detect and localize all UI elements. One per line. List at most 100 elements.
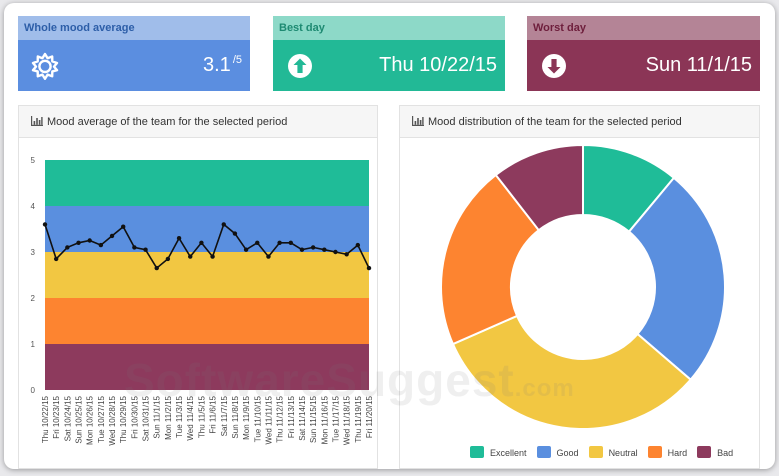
mood-average-point [366,265,372,271]
x-tick-label: Wed 11/18/15 [343,395,352,445]
x-tick-label: Thu 10/22/15 [41,395,50,443]
mood-average-point [42,222,48,227]
mood-distribution-panel-title: Mood distribution of the team for the se… [428,116,682,128]
mood-average-point [199,240,204,245]
mood-average-point [333,249,338,255]
kpi-average-card: Whole mood average 3.1/5 [18,16,250,91]
y-tick-label: 4 [31,202,36,211]
x-tick-label: Mon 11/9/15 [242,395,251,439]
kpi-best-body: Thu 10/22/15 [273,40,505,91]
y-tick-label: 2 [31,294,36,303]
mood-average-point [243,247,249,252]
mood-band-2 [45,252,369,298]
x-tick-label: Thu 11/12/15 [276,395,285,442]
x-tick-label: Fri 11/13/15 [287,395,296,438]
mood-average-point [277,240,282,245]
arrow-up-circle-icon [288,54,312,78]
mood-average-point [310,245,316,250]
x-tick-label: Wed 10/28/15 [108,395,117,445]
mood-average-point [322,247,327,252]
x-tick-label: Sun 11/15/15 [309,395,318,443]
mood-average-point [98,242,104,248]
legend-swatch [697,446,712,458]
mood-average-point [299,247,305,252]
mood-average-point [188,254,193,259]
mood-average-point [165,256,171,262]
mood-average-point [143,247,148,252]
mood-average-point [266,254,271,259]
x-tick-label: Tue 11/17/15 [331,395,340,442]
donut-slice-bad[interactable] [494,143,584,232]
x-tick-label: Sun 11/1/15 [153,395,162,438]
mood-average-line-chart: 0 1 2 3 4 5 Thu 10/22/15 Fri 10/23/15 Sat 10/24/… [31,156,374,446]
x-tick-label: Fri 11/20/15 [365,395,374,438]
mood-average-point [355,242,361,248]
mood-average-point [76,240,81,245]
y-tick-label: 0 [31,386,36,395]
legend-item-excellent[interactable]: Excellent [470,446,527,458]
mood-band-1 [45,206,369,252]
x-tick-label: Sun 10/25/15 [75,395,84,443]
kpi-average-value: 3.1/5 [203,54,242,77]
mood-average-panel-title: Mood average of the team for the selecte… [47,116,288,128]
y-tick-label: 3 [31,248,36,257]
mood-distribution-panel-header: Mood distribution of the team for the se… [400,106,759,138]
mood-distribution-donut-chart [440,143,726,430]
x-tick-label: Mon 11/2/15 [164,395,173,439]
mood-distribution-panel: Mood distribution of the team for the se… [399,105,760,469]
donut-slice-neutral[interactable] [451,314,693,430]
donut-legend: Excellent Good Neutral Hard Bad [470,446,743,458]
mood-average-point [109,233,115,239]
mood-band-0 [45,160,369,206]
x-tick-label: Tue 11/10/15 [253,395,262,442]
legend-item-bad[interactable]: Bad [697,446,733,458]
kpi-best-card: Best day Thu 10/22/15 [273,16,505,91]
kpi-worst-value: Sun 11/1/15 [645,54,752,76]
mood-average-point [210,254,215,259]
legend-swatch [536,446,551,458]
mood-average-point [176,236,182,241]
mood-average-point [288,240,293,245]
kpi-average-scale: /5 [232,54,242,66]
mood-average-point [87,238,92,243]
mood-average-panel: Mood average of the team for the selecte… [18,105,378,469]
kpi-best-value: Thu 10/22/15 [379,54,497,76]
kpi-best-title: Best day [273,16,505,40]
bar-chart-icon [31,116,43,126]
mood-average-point [132,245,137,250]
donut-slice-hard[interactable] [440,173,541,346]
mood-band-3 [45,298,369,344]
bar-chart-icon [412,116,424,126]
kpi-worst-body: Sun 11/1/15 [527,40,760,91]
x-tick-label: Sat 10/24/15 [63,395,72,441]
x-tick-label: Thu 11/5/15 [197,395,206,438]
legend-item-good[interactable]: Good [536,446,579,458]
legend-item-hard[interactable]: Hard [647,446,687,458]
legend-item-neutral[interactable]: Neutral [588,446,638,458]
y-tick-label: 1 [31,340,36,349]
legend-label: Bad [717,448,734,458]
x-tick-label: Fri 10/23/15 [52,395,61,438]
mood-average-point [232,231,238,236]
mood-band-4 [45,344,369,390]
x-tick-label: Tue 11/3/15 [175,395,184,437]
y-tick-label: 5 [31,156,36,165]
mood-average-point [221,222,226,227]
kpi-worst-title: Worst day [527,16,760,40]
x-tick-label: Sat 10/31/15 [142,395,151,441]
legend-label: Good [556,448,579,458]
x-tick-label: Wed 11/4/15 [186,395,195,440]
mood-average-point [121,224,126,229]
mood-average-point [53,256,59,262]
x-tick-label: Fri 11/6/15 [209,395,218,433]
x-tick-label: Wed 11/11/15 [264,395,273,444]
x-tick-label: Mon 10/26/15 [86,395,95,444]
x-tick-label: Fri 10/30/15 [130,395,139,438]
legend-swatch [588,446,603,458]
kpi-worst-card: Worst day Sun 11/1/15 [527,16,760,91]
legend-swatch [647,446,662,458]
x-tick-label: Sat 11/14/15 [298,395,307,440]
donut-slice-good[interactable] [627,176,726,382]
x-tick-label: Sat 11/7/15 [220,395,229,436]
kpi-average-body: 3.1/5 [18,40,250,91]
